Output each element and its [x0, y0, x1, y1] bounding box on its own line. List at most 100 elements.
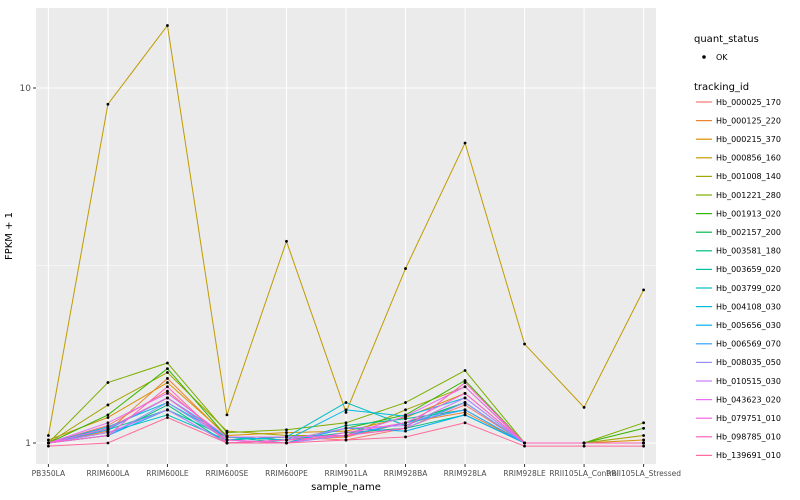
- data-point: [106, 381, 110, 384]
- data-point: [166, 24, 169, 27]
- data-point: [344, 438, 348, 442]
- data-point: [47, 438, 50, 442]
- y-axis-title: FPKM + 1: [4, 212, 15, 260]
- data-point: [404, 401, 407, 404]
- x-tick-label: RRIM901LA: [325, 469, 369, 478]
- data-point: [106, 413, 110, 417]
- data-point: [404, 267, 407, 270]
- legend-label-tracking-id: Hb_003799_020: [716, 284, 781, 293]
- data-point: [404, 408, 407, 412]
- data-point: [166, 401, 169, 404]
- legend-label-tracking-id: Hb_004108_030: [716, 302, 781, 311]
- data-point: [582, 441, 586, 445]
- data-point: [106, 403, 110, 407]
- data-point: [166, 391, 169, 395]
- data-point: [47, 434, 50, 437]
- data-point: [166, 408, 169, 412]
- legend-label-tracking-id: Hb_000856_160: [716, 154, 781, 163]
- data-point: [166, 396, 169, 400]
- data-point: [166, 413, 169, 417]
- data-point: [642, 438, 645, 442]
- data-point: [463, 408, 467, 412]
- data-point: [166, 385, 169, 389]
- data-point: [106, 426, 110, 430]
- data-point: [463, 396, 467, 400]
- data-point: [344, 408, 348, 412]
- data-point: [463, 369, 467, 372]
- legend-label-tracking-id: Hb_139691_010: [716, 451, 781, 460]
- x-tick-label: RRIM600SE: [205, 469, 248, 478]
- data-point: [463, 381, 467, 384]
- data-point: [582, 444, 586, 448]
- data-point: [463, 391, 467, 395]
- legend-label-tracking-id: Hb_000025_170: [716, 98, 781, 107]
- legend-label-tracking-id: Hb_010515_030: [716, 377, 781, 386]
- data-point: [463, 403, 467, 407]
- legend-label-quant-status: OK: [716, 53, 728, 62]
- data-point: [344, 401, 348, 404]
- legend-key-point: [702, 55, 706, 59]
- data-point: [642, 434, 645, 437]
- data-point: [344, 410, 348, 414]
- data-point: [106, 434, 110, 437]
- legend-title-quant-status: quant_status: [694, 34, 759, 45]
- legend-label-tracking-id: Hb_001913_020: [716, 209, 781, 218]
- data-point: [106, 102, 110, 106]
- legend-label-tracking-id: Hb_000125_220: [716, 116, 781, 125]
- y-tick-label: 10: [20, 84, 32, 94]
- data-point: [463, 413, 467, 417]
- legend-quant-status: OK: [702, 53, 728, 62]
- data-point: [285, 438, 288, 442]
- data-point: [404, 417, 407, 421]
- data-point: [285, 428, 288, 432]
- data-point: [166, 403, 169, 407]
- data-point: [642, 426, 645, 430]
- data-point: [47, 444, 50, 448]
- data-point: [344, 431, 348, 434]
- legend-tracking-id: Hb_000025_170 Hb_000125_220 Hb_000215_370 H…: [696, 98, 781, 460]
- data-point: [463, 385, 467, 389]
- data-point: [344, 424, 348, 427]
- data-point: [344, 434, 348, 437]
- legend-label-tracking-id: Hb_003659_020: [716, 265, 781, 274]
- data-point: [642, 421, 645, 425]
- data-point: [463, 379, 467, 382]
- x-tick-label: RRIM928LA: [444, 469, 488, 478]
- data-point: [404, 429, 407, 433]
- data-point: [225, 413, 229, 417]
- data-point: [523, 444, 526, 448]
- x-tick-label: RRIM600LE: [146, 469, 189, 478]
- data-point: [642, 288, 645, 292]
- data-point: [106, 441, 110, 445]
- data-point: [225, 441, 229, 445]
- data-point: [285, 441, 288, 445]
- x-tick-label: RRII105LA_Control: [549, 469, 619, 478]
- data-point: [523, 342, 526, 346]
- y-tick-label: 1: [25, 439, 31, 449]
- axis-layer: 1 10 PB350LA RRIM600LA RRIM600LE RRIM600SE RRI…: [20, 84, 682, 478]
- legend-label-tracking-id: Hb_000215_370: [716, 135, 781, 144]
- data-point: [344, 421, 348, 425]
- data-point: [463, 410, 467, 414]
- legend-label-tracking-id: Hb_002157_200: [716, 228, 781, 237]
- data-point: [166, 371, 169, 374]
- data-point: [106, 421, 110, 425]
- data-point: [463, 421, 467, 425]
- data-point: [404, 421, 407, 425]
- x-tick-label: RRIM928LE: [503, 469, 546, 478]
- legend-label-tracking-id: Hb_043623_020: [716, 395, 781, 404]
- data-point: [106, 416, 110, 419]
- x-tick-label: RRIM600LA: [86, 469, 130, 478]
- data-point: [285, 431, 288, 434]
- data-point: [47, 441, 50, 445]
- data-point: [523, 441, 526, 445]
- x-tick-label: RRIM600PE: [265, 469, 308, 478]
- legend-label-tracking-id: Hb_006569_070: [716, 340, 781, 349]
- x-tick-label: RRII105LA_Stressed: [606, 469, 681, 478]
- legend-label-tracking-id: Hb_079751_010: [716, 414, 781, 423]
- data-point: [225, 438, 229, 442]
- data-point: [404, 414, 407, 418]
- data-point: [166, 367, 169, 371]
- data-point: [166, 377, 169, 380]
- data-point: [404, 424, 407, 427]
